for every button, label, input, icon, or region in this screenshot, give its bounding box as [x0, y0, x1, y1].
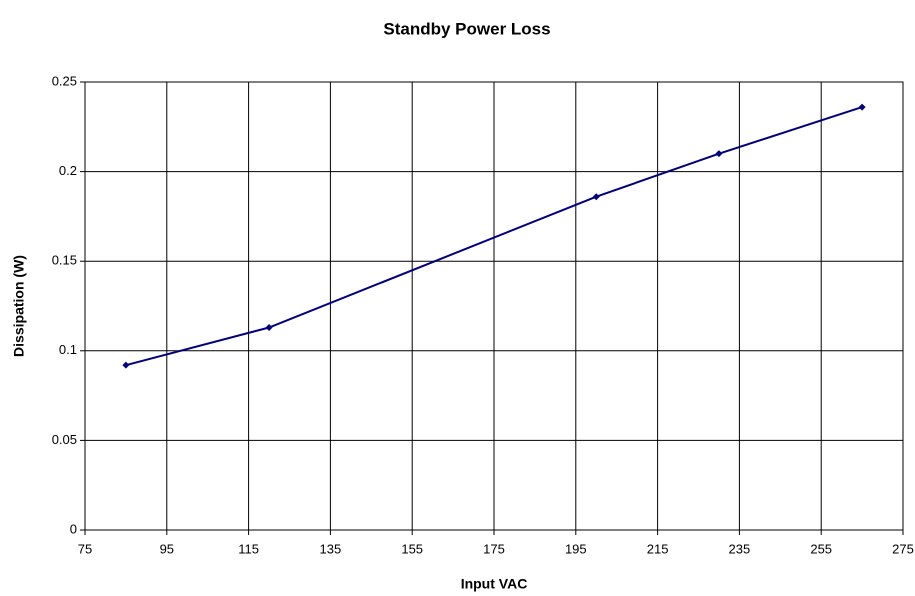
x-axis-label: Input VAC [461, 576, 528, 592]
x-tick-label: 135 [320, 541, 342, 556]
data-point [265, 324, 273, 332]
y-tick-label: 0.25 [52, 73, 77, 88]
data-point [592, 193, 600, 201]
x-tick-label: 155 [401, 541, 423, 556]
x-tick-label: 75 [78, 541, 92, 556]
chart-title: Standby Power Loss [383, 19, 550, 38]
x-tick-label: 195 [565, 541, 587, 556]
y-tick-label: 0.1 [59, 342, 77, 357]
y-tick-label: 0.2 [59, 163, 77, 178]
y-axis-label: Dissipation (W) [11, 255, 27, 357]
data-point [858, 103, 866, 111]
x-tick-label: 275 [892, 541, 914, 556]
x-tick-label: 215 [647, 541, 669, 556]
y-tick-label: 0 [70, 521, 77, 536]
plot-border [84, 81, 904, 531]
x-tick-label: 175 [483, 541, 505, 556]
data-point [715, 150, 723, 158]
y-tick-label: 0.15 [52, 253, 77, 268]
x-tick-label: 115 [238, 541, 259, 556]
x-tick-label: 235 [729, 541, 751, 556]
y-tick-label: 0.05 [52, 432, 77, 447]
x-tick-label: 95 [160, 541, 174, 556]
x-tick-label: 255 [810, 541, 832, 556]
data-point [122, 361, 130, 369]
